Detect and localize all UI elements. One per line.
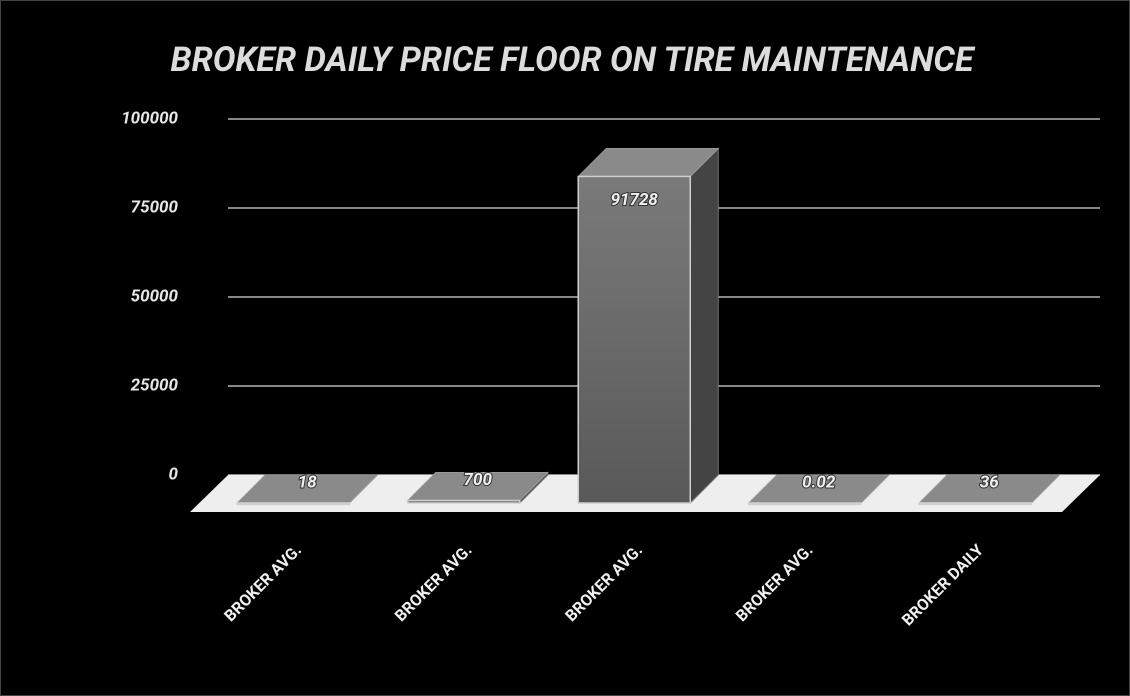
y-tick-label: 75000 [131,197,179,217]
y-tick-label: 100000 [121,108,178,128]
y-tick-label: 25000 [131,375,179,395]
chart-title: BROKER DAILY PRICE FLOOR ON TIRE MAINTEN… [171,40,976,80]
bar [236,502,350,506]
y-tick-label: 50000 [131,286,179,306]
bar [407,499,521,504]
bar-side [689,147,719,505]
value-label: 700 [464,470,493,490]
bar [918,502,1032,506]
bar [577,175,691,504]
value-label: 91728 [611,190,659,210]
value-label: 36 [980,472,999,492]
value-label: 18 [298,472,317,492]
y-tick-label: 0 [169,464,179,484]
value-label: 0.02 [802,472,836,492]
bar [748,502,862,506]
